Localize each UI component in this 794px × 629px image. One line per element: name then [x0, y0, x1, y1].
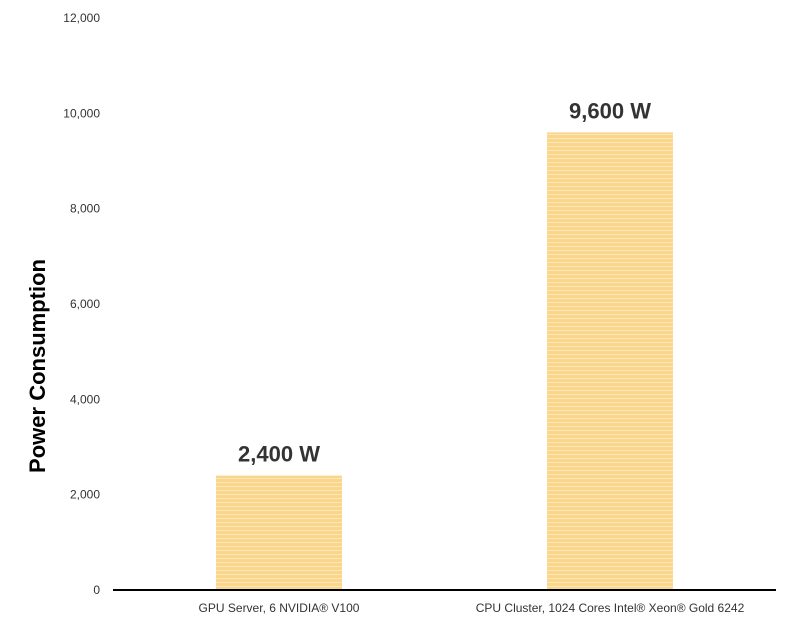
bars-group	[216, 132, 673, 590]
y-axis-ticks: 0 2,000 4,000 6,000 8,000 10,000 12,000	[63, 11, 100, 597]
bar	[216, 475, 342, 590]
y-tick-label: 8,000	[70, 202, 100, 216]
y-tick-label: 2,000	[70, 488, 100, 502]
bar-data-label: 2,400 W	[238, 442, 320, 467]
y-tick-label: 4,000	[70, 392, 100, 406]
category-labels-group: GPU Server, 6 NVIDIA® V100 CPU Cluster, 1…	[199, 601, 745, 615]
category-label: GPU Server, 6 NVIDIA® V100	[199, 601, 360, 615]
y-tick-label: 12,000	[63, 11, 100, 25]
bar	[547, 132, 673, 590]
data-labels-group: 2,400 W 9,600 W	[238, 98, 651, 466]
y-axis-title: Power Consumption	[25, 259, 50, 473]
y-tick-label: 0	[93, 583, 100, 597]
category-label: CPU Cluster, 1024 Cores Intel® Xeon® Gol…	[476, 601, 745, 615]
y-tick-label: 10,000	[63, 106, 100, 120]
y-tick-label: 6,000	[70, 297, 100, 311]
bar-data-label: 9,600 W	[569, 98, 651, 123]
